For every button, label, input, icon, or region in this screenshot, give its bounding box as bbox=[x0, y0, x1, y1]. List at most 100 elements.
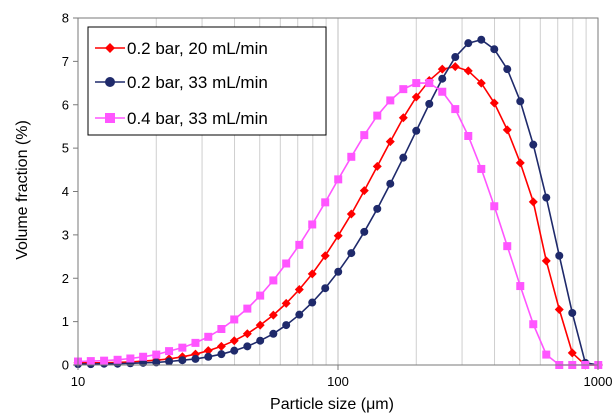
data-point bbox=[282, 321, 291, 330]
data-point bbox=[191, 354, 200, 363]
data-point bbox=[477, 164, 486, 173]
data-point bbox=[425, 99, 434, 108]
y-tick-label: 8 bbox=[62, 11, 69, 26]
data-point bbox=[242, 329, 252, 339]
data-point bbox=[347, 249, 356, 258]
x-tick-label: 100 bbox=[327, 374, 349, 389]
y-tick-label: 4 bbox=[62, 184, 69, 199]
data-point bbox=[139, 352, 148, 361]
data-point bbox=[398, 113, 408, 123]
data-point bbox=[216, 341, 226, 351]
data-point bbox=[516, 97, 525, 106]
legend-marker-1 bbox=[105, 43, 115, 53]
legend: 0.2 bar, 20 mL/min 0.2 bar, 33 mL/min 0.… bbox=[87, 26, 327, 136]
data-point bbox=[450, 62, 460, 72]
data-point bbox=[152, 358, 161, 367]
y-tick-label: 2 bbox=[62, 271, 69, 286]
data-point bbox=[529, 320, 538, 329]
data-point bbox=[204, 352, 213, 361]
data-point bbox=[230, 315, 239, 324]
data-point bbox=[555, 251, 564, 260]
data-point bbox=[451, 105, 460, 114]
data-point bbox=[567, 348, 577, 358]
legend-label-3: 0.4 bar, 33 mL/min bbox=[127, 109, 268, 128]
legend-marker-2 bbox=[105, 77, 115, 87]
data-point bbox=[515, 158, 525, 168]
legend-item-3: 0.4 bar, 33 mL/min bbox=[95, 109, 268, 128]
y-axis-ticks: 0 1 2 3 4 5 6 7 8 bbox=[62, 11, 78, 373]
legend-marker-3 bbox=[105, 113, 115, 123]
data-point bbox=[191, 338, 200, 347]
data-point bbox=[204, 332, 213, 341]
data-point bbox=[554, 304, 564, 314]
data-point bbox=[165, 357, 174, 366]
data-point bbox=[334, 267, 343, 276]
data-point bbox=[152, 350, 161, 359]
data-point bbox=[490, 45, 499, 54]
y-tick-label: 6 bbox=[62, 97, 69, 112]
series-2 bbox=[74, 35, 603, 369]
data-point bbox=[502, 125, 512, 135]
data-point bbox=[464, 131, 473, 140]
data-point bbox=[438, 74, 447, 83]
data-point bbox=[516, 282, 525, 291]
legend-label-1: 0.2 bar, 20 mL/min bbox=[127, 39, 268, 58]
x-tick-label: 10 bbox=[71, 374, 85, 389]
data-point bbox=[399, 85, 408, 94]
data-point bbox=[281, 298, 291, 308]
data-point bbox=[346, 209, 356, 219]
data-point bbox=[437, 64, 447, 74]
data-point bbox=[386, 96, 395, 105]
legend-item-1: 0.2 bar, 20 mL/min bbox=[95, 39, 268, 58]
x-axis-ticks: 10 100 1000 bbox=[71, 365, 613, 389]
data-point bbox=[230, 346, 239, 355]
data-point bbox=[321, 284, 330, 293]
data-point bbox=[372, 161, 382, 171]
data-point bbox=[503, 242, 512, 251]
legend-box bbox=[87, 26, 327, 136]
data-point bbox=[412, 79, 421, 88]
data-point bbox=[451, 53, 460, 62]
data-point bbox=[308, 220, 317, 229]
data-point bbox=[295, 240, 304, 249]
data-point bbox=[217, 350, 226, 359]
x-tick-label: 1000 bbox=[584, 374, 613, 389]
data-point bbox=[282, 259, 291, 268]
data-point bbox=[268, 310, 278, 320]
data-point bbox=[229, 336, 239, 346]
data-point bbox=[360, 131, 369, 140]
data-point bbox=[178, 356, 187, 365]
data-point bbox=[295, 310, 304, 319]
y-tick-label: 5 bbox=[62, 141, 69, 156]
data-point bbox=[294, 285, 304, 295]
y-tick-label: 1 bbox=[62, 314, 69, 329]
data-point bbox=[165, 347, 174, 356]
data-point bbox=[464, 39, 473, 48]
data-point bbox=[463, 66, 473, 76]
data-point bbox=[359, 186, 369, 196]
data-point bbox=[243, 304, 252, 313]
y-axis-title: Volume fraction (%) bbox=[14, 120, 31, 260]
data-point bbox=[568, 308, 577, 317]
legend-label-2: 0.2 bar, 33 mL/min bbox=[127, 73, 268, 92]
data-point bbox=[178, 343, 187, 352]
data-point bbox=[307, 269, 317, 279]
data-point bbox=[321, 198, 330, 207]
data-point bbox=[308, 298, 317, 307]
data-point bbox=[269, 329, 278, 338]
data-point bbox=[243, 342, 252, 351]
legend-item-2: 0.2 bar, 33 mL/min bbox=[95, 73, 268, 92]
data-point bbox=[386, 179, 395, 188]
x-axis-title: Particle size (μm) bbox=[270, 396, 394, 413]
data-point bbox=[373, 204, 382, 213]
data-point bbox=[320, 251, 330, 261]
data-point bbox=[360, 227, 369, 236]
data-point bbox=[100, 356, 109, 365]
data-point bbox=[438, 87, 447, 96]
data-point bbox=[489, 98, 499, 108]
data-point bbox=[476, 78, 486, 88]
data-point bbox=[86, 357, 95, 366]
data-point bbox=[373, 111, 382, 120]
data-point bbox=[542, 193, 551, 202]
data-point bbox=[477, 35, 486, 44]
